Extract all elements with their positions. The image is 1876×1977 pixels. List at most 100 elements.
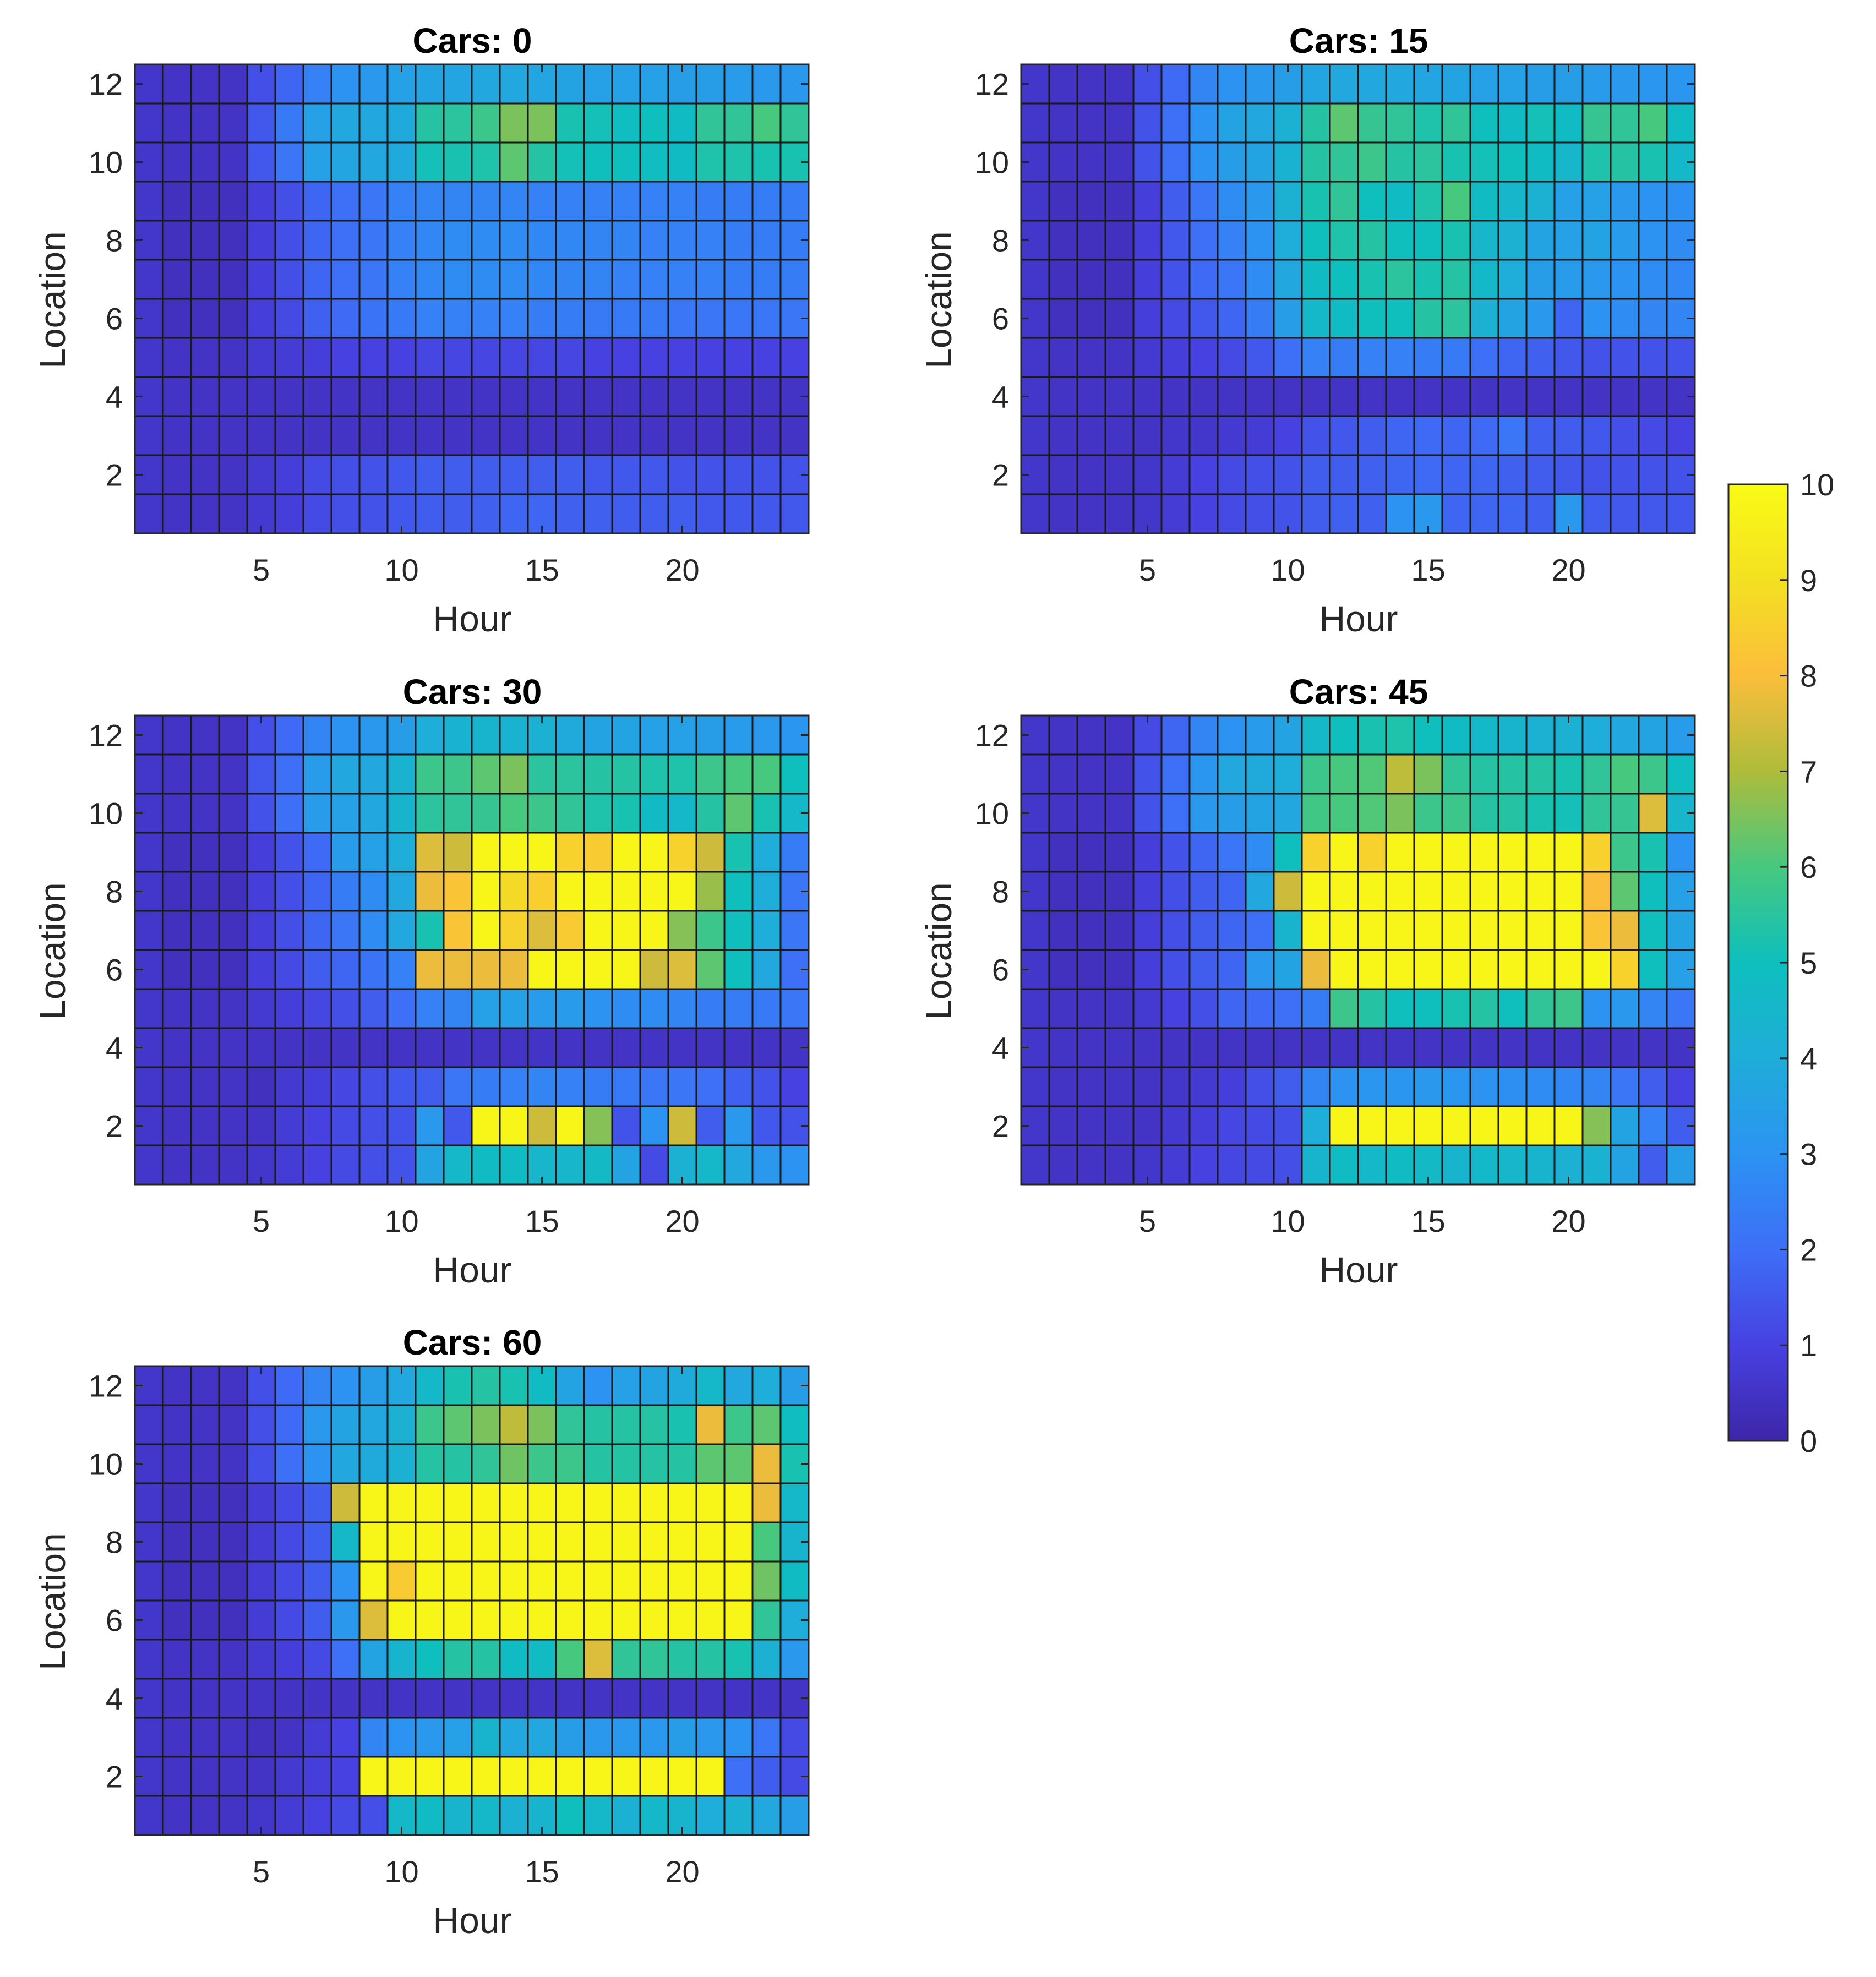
heatmap-cell [1638,753,1668,795]
heatmap-cell [639,454,669,495]
heatmap-cell [499,1639,529,1680]
heatmap-cell [1188,220,1219,261]
heatmap-cell [302,102,332,144]
heatmap-cell [555,493,585,534]
heatmap-cell [639,793,669,834]
heatmap-cell [1525,910,1556,951]
heatmap-cell [751,832,782,873]
heatmap-cell [190,63,220,105]
heatmap-cell [1385,220,1415,261]
heatmap-cell [611,871,641,912]
heatmap-cell [274,298,304,339]
heatmap-cell [443,1105,473,1146]
heatmap-cell [190,832,220,873]
heatmap-cell [1610,1144,1640,1186]
heatmap-cell [1329,63,1359,105]
heatmap-cell [1638,988,1668,1029]
colorbar-tick-label: 6 [1800,850,1817,884]
heatmap-cell [134,493,164,534]
heatmap-cell [1245,1144,1275,1186]
heatmap-cell [274,793,304,834]
heatmap-cell [1217,298,1247,339]
heatmap-cell [358,1756,389,1797]
heatmap-cell [302,910,332,951]
panel-title: Cars: 15 [1289,21,1428,61]
heatmap-cell [330,714,361,756]
heatmap-cell [1273,1066,1303,1107]
heatmap-cell [1048,910,1078,951]
heatmap-cell [190,141,220,183]
heatmap-cell [1497,259,1528,300]
heatmap-cell [471,454,501,495]
heatmap-cell [1441,220,1471,261]
heatmap-cell [751,1443,782,1484]
heatmap-cell [274,181,304,222]
heatmap-cell [1188,259,1219,300]
heatmap-cell [1441,988,1471,1029]
heatmap-cell [1104,1144,1135,1186]
heatmap-cell [218,1365,248,1406]
heatmap-cell [274,1756,304,1797]
heatmap-cell [1441,1027,1471,1068]
heatmap-cell [471,1144,501,1186]
heatmap-cell [1581,753,1612,795]
heatmap-cell [499,1144,529,1186]
heatmap-cell [751,1717,782,1758]
heatmap-cell [1469,832,1499,873]
heatmap-cell [274,1678,304,1719]
heatmap-cell [751,1639,782,1680]
heatmap-cell [1273,337,1303,378]
heatmap-cell [723,1678,754,1719]
x-tick-label: 15 [1411,553,1445,587]
heatmap-cell [555,337,585,378]
heatmap-cell [1301,415,1331,456]
heatmap-cell [274,259,304,300]
heatmap-cell [190,1105,220,1146]
heatmap-cell [162,220,192,261]
heatmap-cell [1076,1144,1106,1186]
heatmap-cell [1104,1105,1135,1146]
heatmap-cell [415,181,445,222]
heatmap-cell [1357,714,1387,756]
heatmap-cell [1441,102,1471,144]
heatmap-cell [1497,141,1528,183]
heatmap-cell [1441,181,1471,222]
heatmap-cell [723,1795,754,1836]
heatmap-cell [190,181,220,222]
heatmap-cell [1160,298,1191,339]
heatmap-cell [1188,454,1219,495]
heatmap-cell [695,298,726,339]
heatmap-cell [695,1560,726,1602]
heatmap-cell [695,63,726,105]
heatmap-cell [415,259,445,300]
heatmap-cell [386,376,417,417]
heatmap-cell [1273,63,1303,105]
heatmap-cell [190,1678,220,1719]
heatmap-cell [415,793,445,834]
heatmap-cell [190,714,220,756]
heatmap-cell [1217,910,1247,951]
heatmap-cell [723,1521,754,1563]
heatmap-cell [1581,910,1612,951]
heatmap-cell [667,415,697,456]
heatmap-cell [1076,832,1106,873]
heatmap-cell [1441,493,1471,534]
heatmap-cell [1581,988,1612,1029]
heatmap-cell [1441,259,1471,300]
heatmap-cell [555,1717,585,1758]
heatmap-cell [695,832,726,873]
heatmap-cell [499,753,529,795]
heatmap-cell [358,1443,389,1484]
heatmap-cell [1497,102,1528,144]
heatmap-cell [1217,1027,1247,1068]
heatmap-cell [1638,1105,1668,1146]
heatmap-cell [1413,337,1443,378]
heatmap-cell [583,1066,613,1107]
heatmap-cell [499,1027,529,1068]
heatmap-cell [1188,753,1219,795]
heatmap-cell [695,259,726,300]
heatmap-cell [1553,141,1584,183]
heatmap-cell [499,337,529,378]
heatmap-cell [1469,337,1499,378]
heatmap-cell [386,910,417,951]
